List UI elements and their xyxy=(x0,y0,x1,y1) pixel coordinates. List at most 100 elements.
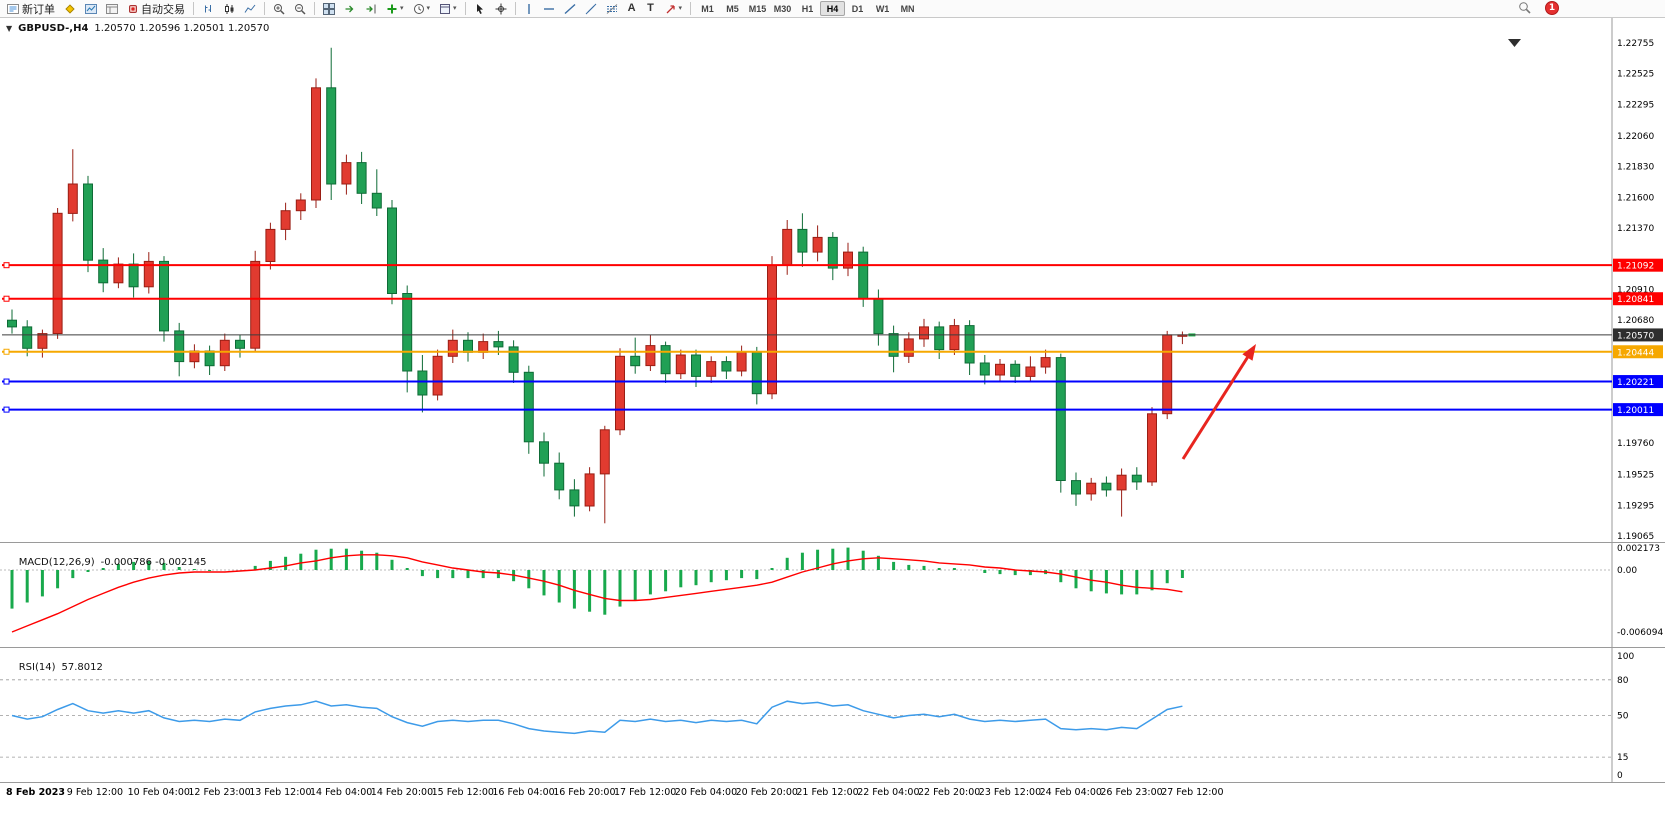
time-axis-label: 26 Feb 23:00 xyxy=(1100,787,1162,798)
candle xyxy=(1086,477,1097,501)
auto-trading-label: 自动交易 xyxy=(141,3,185,16)
price-badge-label: 1.20011 xyxy=(1617,406,1654,416)
timeframe-h4[interactable]: H4 xyxy=(820,1,846,16)
line-handle[interactable] xyxy=(3,348,10,355)
line-chart-button[interactable] xyxy=(240,1,260,17)
metaeditor-button[interactable] xyxy=(60,1,80,17)
timeframe-h1[interactable]: H1 xyxy=(795,1,820,16)
crosshair-button[interactable] xyxy=(491,1,511,17)
timeframe-m15[interactable]: M15 xyxy=(745,1,770,16)
cursor-button[interactable] xyxy=(470,1,490,17)
candle xyxy=(432,349,443,401)
data-window-button[interactable] xyxy=(102,1,122,17)
candle xyxy=(660,341,671,383)
trend-arrow-head[interactable] xyxy=(1242,344,1256,361)
chart-ohlc-values: 1.20570 1.20596 1.20501 1.20570 xyxy=(94,23,270,34)
candle xyxy=(265,222,276,270)
indicators-plus-icon xyxy=(386,3,398,15)
vertical-line-icon xyxy=(524,3,534,15)
bar-chart-button[interactable] xyxy=(198,1,218,17)
timeframe-d1[interactable]: D1 xyxy=(845,1,870,16)
candle xyxy=(326,47,337,200)
macd-label: MACD(12,26,9) xyxy=(18,557,95,568)
line-handle[interactable] xyxy=(3,406,10,413)
market-watch-button[interactable] xyxy=(81,1,101,17)
rsi-tick-label: 15 xyxy=(1617,753,1628,763)
channel-icon xyxy=(585,3,597,15)
timeframe-mn[interactable]: MN xyxy=(895,1,920,16)
rsi-tick-label: 50 xyxy=(1617,712,1629,722)
chart-shift-marker[interactable] xyxy=(1508,39,1521,47)
price-tick-label: 1.20680 xyxy=(1617,316,1654,326)
candle xyxy=(888,325,899,373)
one-click-trading-toggle-icon[interactable]: ▼ xyxy=(6,24,13,33)
chart-header: ▼ GBPUSD-,H4 1.20570 1.20596 1.20501 1.2… xyxy=(6,23,269,34)
horizontal-line-icon xyxy=(543,3,555,15)
price-tick-label: 1.21370 xyxy=(1617,224,1654,234)
auto-scroll-button[interactable] xyxy=(340,1,360,17)
price-tick-label: 1.21830 xyxy=(1617,163,1654,173)
market-watch-icon xyxy=(85,3,97,15)
zoom-out-button[interactable] xyxy=(290,1,310,17)
periods-button[interactable]: ▾ xyxy=(409,1,435,17)
vertical-line-button[interactable] xyxy=(520,1,538,17)
timeframe-group: M1 M5 M15 M30 H1 H4 D1 W1 MN xyxy=(695,1,920,16)
candle xyxy=(751,346,762,405)
chart-canvas[interactable]: 1.22755 1.22525 1.22295 1.22060 1.21830 1.216… xyxy=(0,18,1665,835)
new-order-button[interactable]: 新订单 xyxy=(3,1,59,17)
candle xyxy=(599,425,610,524)
text-button[interactable]: A xyxy=(623,1,641,17)
zoom-out-icon xyxy=(294,3,306,15)
timeframe-m1[interactable]: M1 xyxy=(695,1,720,16)
candlestick-chart-button[interactable] xyxy=(219,1,239,17)
candle xyxy=(204,345,215,375)
text-label-button[interactable]: T xyxy=(642,1,660,17)
trend-arrow[interactable] xyxy=(1181,353,1251,460)
zoom-in-button[interactable] xyxy=(269,1,289,17)
candle xyxy=(1040,349,1051,374)
time-axis-label: 10 Feb 04:00 xyxy=(128,787,190,798)
dropdown-caret-icon: ▾ xyxy=(678,5,683,12)
tile-windows-button[interactable] xyxy=(319,1,339,17)
price-badge xyxy=(1613,292,1663,306)
timeframe-w1[interactable]: W1 xyxy=(870,1,895,16)
chart-shift-button[interactable] xyxy=(361,1,381,17)
trendline-button[interactable] xyxy=(560,1,580,17)
templates-button[interactable]: ▾ xyxy=(435,1,461,17)
fibonacci-button[interactable] xyxy=(602,1,622,17)
candle xyxy=(1162,330,1173,420)
timeframe-m30[interactable]: M30 xyxy=(770,1,795,16)
time-axis-label: 12 Feb 23:00 xyxy=(188,787,250,798)
price-badge xyxy=(1613,258,1663,272)
rsi-line xyxy=(11,700,1183,735)
indicators-button[interactable]: ▾ xyxy=(382,1,408,17)
candle xyxy=(554,452,565,500)
candle xyxy=(630,337,641,374)
line-handle[interactable] xyxy=(3,295,10,302)
notification-badge[interactable]: 1 xyxy=(1545,1,1559,15)
timeframe-m5[interactable]: M5 xyxy=(720,1,745,16)
rsi-tick-label: 100 xyxy=(1617,652,1634,662)
auto-trading-button[interactable]: 自动交易 xyxy=(123,1,189,17)
toolbar-separator xyxy=(464,2,466,15)
candle xyxy=(128,253,139,298)
arrows-tool-button[interactable]: ▾ xyxy=(661,1,687,17)
crosshair-icon xyxy=(495,3,507,15)
time-axis-label: 17 Feb 12:00 xyxy=(614,787,676,798)
candle xyxy=(52,208,63,339)
search-button[interactable] xyxy=(1516,1,1532,15)
channel-button[interactable] xyxy=(581,1,601,17)
horizontal-line-button[interactable] xyxy=(539,1,559,17)
auto-trading-icon xyxy=(127,3,139,15)
line-chart-icon xyxy=(244,3,256,15)
price-badge xyxy=(1613,403,1663,417)
candle xyxy=(83,175,93,273)
line-handle[interactable] xyxy=(3,378,10,385)
line-handle[interactable] xyxy=(3,262,10,269)
candle xyxy=(341,154,352,195)
candle xyxy=(736,345,747,377)
time-axis-label: 15 Feb 12:00 xyxy=(432,787,494,798)
candle xyxy=(280,202,291,241)
candle xyxy=(767,256,777,400)
candle xyxy=(645,334,656,371)
